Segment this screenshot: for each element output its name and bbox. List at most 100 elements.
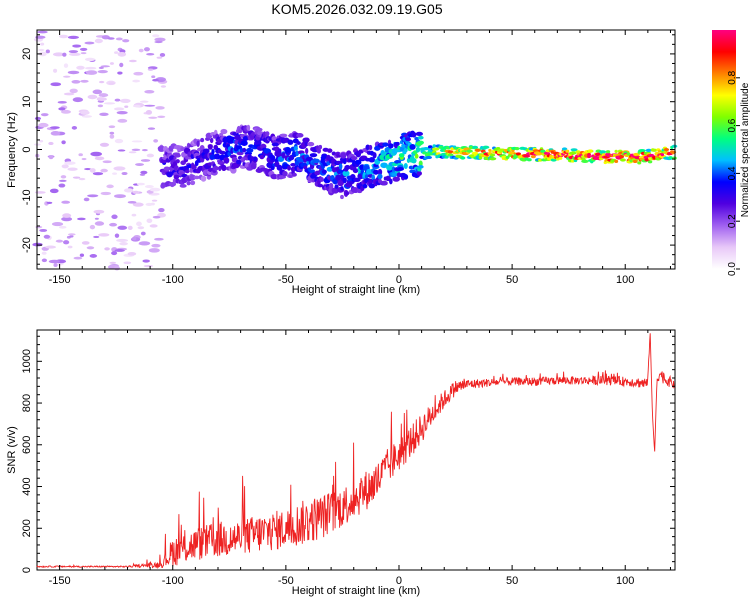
spectrogram-noise-cell [144, 185, 154, 189]
spectrogram-ridge-cell [660, 153, 665, 157]
colorbar-tick-label: 0.6 [727, 118, 738, 132]
spectrogram-noise-cell [78, 153, 83, 157]
spectrogram-noise-cell [131, 148, 141, 151]
spectrogram-ridge-cell [396, 166, 405, 171]
spectrogram-noise-cell [157, 115, 166, 118]
spectrogram-noise-cell [141, 149, 148, 152]
spectrogram-ridge-cell [220, 128, 228, 135]
spectrogram-noise-cell [89, 254, 98, 258]
spectrogram-ridge-cell [303, 165, 308, 170]
spectrogram-noise-cell [50, 131, 61, 136]
spectrogram-noise-cell [34, 116, 42, 121]
spectrogram-noise-cell [109, 261, 117, 264]
spectrogram-noise-cell [80, 79, 89, 83]
spectrogram-ridge-cell [270, 155, 276, 161]
spectrogram-noise-cell [100, 65, 110, 68]
spectrogram-ridge-cell [530, 155, 536, 159]
spectrogram-ridge-cell [287, 165, 292, 171]
spectrogram-noise-cell [37, 30, 48, 34]
x-tick-label: 0 [396, 274, 402, 286]
spectrogram-ridge-cell [490, 153, 496, 157]
spectrogram-noise-cell [113, 166, 126, 171]
spectrogram-noise-cell [64, 161, 76, 165]
spectrogram-noise-cell [143, 264, 154, 268]
spectrogram-noise-cell [114, 233, 120, 238]
spectrogram-noise-cell [40, 113, 49, 117]
spectrogram-noise-cell [69, 88, 78, 94]
spectrogram-noise-cell [135, 163, 145, 166]
y-tick-label: -10 [21, 189, 33, 205]
spectrogram-ridge-cell [377, 173, 383, 180]
spectrogram-noise-cell [160, 85, 167, 88]
spectrogram-ridge-cell [175, 159, 180, 164]
spectrogram-noise-cell [90, 151, 103, 157]
spectrogram-ridge-cell [312, 158, 320, 164]
spectrogram-ridge-cell [338, 163, 343, 170]
spectrogram-ridge-cell [353, 177, 361, 183]
spectrogram-noise-cell [67, 233, 76, 236]
spectrogram-ridge-cell [368, 144, 373, 151]
spectrogram-noise-cell [104, 247, 110, 251]
spectrogram-ridge-cell [373, 169, 379, 175]
spectrogram-noise-cell [83, 197, 90, 202]
spectrogram-noise-cell [132, 202, 144, 207]
spectrogram-noise-cell [98, 93, 109, 98]
spectrogram-noise-cell [94, 221, 105, 226]
spectrogram-noise-cell [58, 225, 67, 229]
spectrogram-noise-cell [140, 159, 151, 162]
spectrogram-ridge-cell [403, 174, 409, 180]
spectrogram-ridge-cell [368, 183, 376, 189]
spectrogram-noise-cell [79, 253, 85, 257]
spectrogram-ridge-cell [352, 168, 359, 174]
spectrogram-ridge-cell [414, 153, 419, 159]
spectrogram-noise-cell [73, 256, 83, 260]
spectrogram-noise-cell [81, 115, 92, 118]
spectrogram-noise-cell [99, 142, 110, 147]
spectrogram-ridge-cell [394, 160, 402, 164]
spectrogram-noise-cell [60, 109, 71, 114]
x-tick-label: -100 [162, 575, 184, 587]
y-tick-label: 600 [21, 436, 33, 454]
spectrogram-ridge-cell [537, 158, 543, 162]
spectrogram-ridge-cell [380, 180, 388, 186]
spectrogram-ridge-cell [417, 140, 424, 145]
spectrogram-ridge-cell [432, 144, 437, 148]
spectrogram-noise-cell [80, 52, 87, 55]
spectrogram-ridge-cell [403, 162, 408, 170]
spectrogram-noise-cell [50, 82, 62, 87]
spectrogram-noise-cell [114, 51, 119, 54]
spectrogram-noise-cell [132, 79, 141, 83]
spectrogram-ridge-cell [605, 150, 611, 154]
spectrogram-noise-cell [124, 105, 129, 108]
x-tick-label: 50 [506, 274, 518, 286]
spectrogram-noise-cell [89, 168, 96, 173]
spectrogram-noise-cell [81, 241, 90, 245]
spectrogram-noise-cell [61, 200, 71, 204]
spectrogram-ridge-cell [466, 149, 473, 153]
spectrogram-ridge-cell [391, 166, 396, 173]
spectrogram-noise-cell [38, 122, 49, 128]
colorbar-tick-label: 0.0 [727, 262, 738, 276]
spectrogram-ridge-cell [279, 133, 288, 138]
spectrogram-noise-cell [139, 173, 146, 176]
spectrogram-ridge-cell [328, 182, 334, 190]
spectrogram-noise-cell [68, 50, 79, 54]
spectrogram-noise-cell [94, 217, 99, 220]
spectrogram-noise-cell [137, 226, 145, 230]
spectrogram-ridge-cell [411, 157, 417, 164]
spectrogram-noise-cell [72, 97, 84, 103]
spectrogram-noise-cell [40, 42, 45, 46]
spectrogram-ridge-cell [303, 137, 310, 143]
x-tick-label: -50 [278, 274, 294, 286]
spectrogram-noise-cell [100, 191, 112, 196]
spectrogram-noise-cell [158, 208, 165, 213]
spectrogram-noise-cell [39, 228, 48, 232]
y-tick-label: -20 [21, 237, 33, 253]
spectrogram-ridge-cell [276, 164, 283, 171]
spectrogram-ridge-cell [575, 150, 581, 154]
spectrogram-noise-cell [117, 71, 123, 75]
spectrogram-noise-cell [131, 213, 137, 217]
spectrogram-noise-cell [79, 47, 88, 52]
spectrogram-ridge-cell [570, 159, 575, 163]
spectrogram-noise-cell [146, 53, 155, 56]
